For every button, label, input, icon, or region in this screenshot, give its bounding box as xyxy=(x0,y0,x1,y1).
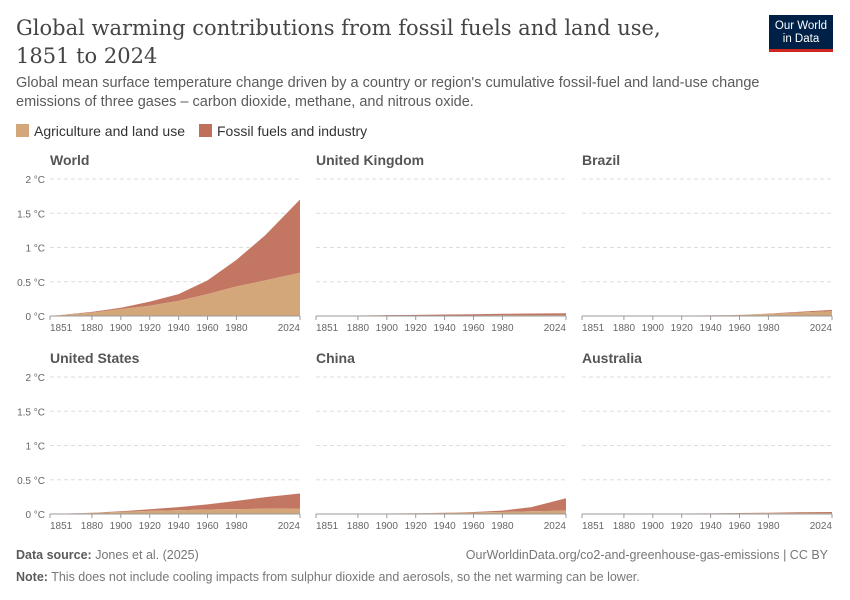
x-tick-label: 1880 xyxy=(613,521,636,532)
x-tick-label: 2024 xyxy=(810,521,833,532)
x-tick-label: 1851 xyxy=(582,323,605,334)
x-tick-label: 1900 xyxy=(642,521,665,532)
y-tick-label: 1.5 °C xyxy=(17,209,45,220)
x-tick-label: 1920 xyxy=(139,521,162,532)
panel-title: World xyxy=(50,152,89,168)
x-tick-label: 1851 xyxy=(582,521,605,532)
x-tick-label: 1940 xyxy=(699,323,722,334)
x-tick-label: 1851 xyxy=(316,323,339,334)
x-tick-label: 1880 xyxy=(347,521,370,532)
x-tick-label: 1920 xyxy=(405,323,428,334)
x-tick-label: 2024 xyxy=(544,521,567,532)
x-tick-label: 1851 xyxy=(316,521,339,532)
panel-title: Australia xyxy=(582,350,642,366)
area-fossil xyxy=(316,313,566,316)
x-tick-label: 1980 xyxy=(491,521,514,532)
area-land xyxy=(50,272,300,316)
panel-title: China xyxy=(316,350,355,366)
legend-item-fossil[interactable]: Fossil fuels and industry xyxy=(199,123,367,139)
source-link[interactable]: Jones et al. (2025) xyxy=(95,548,199,562)
area-land xyxy=(50,508,300,514)
area-land xyxy=(582,311,832,316)
x-tick-label: 1940 xyxy=(433,323,456,334)
note-text: This does not include cooling impacts fr… xyxy=(51,570,640,584)
x-tick-label: 1940 xyxy=(167,521,190,532)
source-label: Data source: xyxy=(16,548,92,562)
x-tick-label: 1851 xyxy=(50,323,73,334)
y-tick-label: 0.5 °C xyxy=(17,278,45,289)
x-tick-label: 1900 xyxy=(110,521,133,532)
area-fossil xyxy=(50,493,300,514)
owid-logo[interactable]: Our World in Data xyxy=(769,15,833,52)
x-tick-label: 1900 xyxy=(110,323,133,334)
x-tick-label: 1980 xyxy=(757,323,780,334)
x-tick-label: 1960 xyxy=(728,323,751,334)
y-tick-label: 0.5 °C xyxy=(17,476,45,487)
x-tick-label: 1900 xyxy=(642,323,665,334)
y-tick-label: 0 °C xyxy=(25,312,45,323)
panel-title: United States xyxy=(50,350,140,366)
x-tick-label: 1920 xyxy=(671,323,694,334)
y-tick-label: 0 °C xyxy=(25,510,45,521)
x-tick-label: 1980 xyxy=(225,521,248,532)
x-tick-label: 1980 xyxy=(491,323,514,334)
x-tick-label: 1940 xyxy=(433,521,456,532)
legend-item-land[interactable]: Agriculture and land use xyxy=(16,123,185,139)
x-tick-label: 1880 xyxy=(613,323,636,334)
legend-label: Fossil fuels and industry xyxy=(217,123,368,139)
legend-swatch-land xyxy=(16,124,29,137)
x-tick-label: 1940 xyxy=(699,521,722,532)
x-tick-label: 1900 xyxy=(376,323,399,334)
y-tick-label: 2 °C xyxy=(25,175,45,186)
note-label: Note: xyxy=(16,570,48,584)
legend-label: Agriculture and land use xyxy=(34,123,185,139)
area-fossil xyxy=(582,309,832,316)
x-tick-label: 2024 xyxy=(810,323,833,334)
note: Note: This does not include cooling impa… xyxy=(16,570,640,584)
x-tick-label: 1851 xyxy=(50,521,73,532)
panel-title: United Kingdom xyxy=(316,152,424,168)
x-tick-label: 1960 xyxy=(728,521,751,532)
x-tick-label: 1960 xyxy=(462,323,485,334)
legend: Agriculture and land use Fossil fuels an… xyxy=(16,123,367,139)
x-tick-label: 1920 xyxy=(671,521,694,532)
source-url[interactable]: OurWorldinData.org/co2-and-greenhouse-ga… xyxy=(465,548,828,562)
x-tick-label: 1960 xyxy=(196,323,219,334)
x-tick-label: 1960 xyxy=(196,521,219,532)
y-tick-label: 1 °C xyxy=(25,442,45,453)
x-tick-label: 1980 xyxy=(757,521,780,532)
x-tick-label: 1920 xyxy=(139,323,162,334)
x-tick-label: 1980 xyxy=(225,323,248,334)
area-fossil xyxy=(582,511,832,514)
x-tick-label: 1940 xyxy=(167,323,190,334)
x-tick-label: 1880 xyxy=(347,323,370,334)
data-source: Data source: Jones et al. (2025) xyxy=(16,548,199,562)
area-land xyxy=(316,510,566,514)
x-tick-label: 2024 xyxy=(278,521,301,532)
x-tick-label: 2024 xyxy=(278,323,301,334)
x-tick-label: 1900 xyxy=(376,521,399,532)
x-tick-label: 1920 xyxy=(405,521,428,532)
y-tick-label: 2 °C xyxy=(25,373,45,384)
x-tick-label: 1880 xyxy=(81,521,104,532)
chart-title: Global warming contributions from fossil… xyxy=(16,16,661,68)
legend-swatch-fossil xyxy=(199,124,212,137)
x-tick-label: 1880 xyxy=(81,323,104,334)
chart-subtitle: Global mean surface temperature change d… xyxy=(16,75,760,110)
x-tick-label: 2024 xyxy=(544,323,567,334)
panel-title: Brazil xyxy=(582,152,620,168)
y-tick-label: 1 °C xyxy=(25,244,45,255)
x-tick-label: 1960 xyxy=(462,521,485,532)
y-tick-label: 1.5 °C xyxy=(17,407,45,418)
area-fossil xyxy=(50,199,300,316)
